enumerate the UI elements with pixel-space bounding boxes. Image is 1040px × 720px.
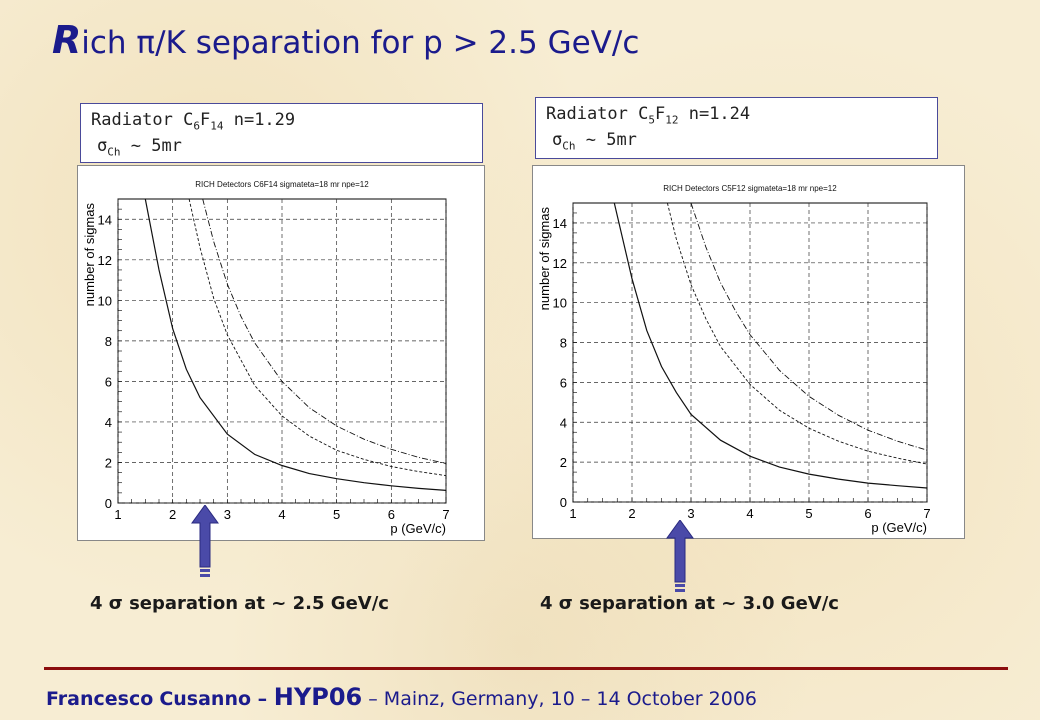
series-dashdot-line [690, 202, 928, 451]
y-tick-label: 6 [105, 374, 112, 389]
plot-c5f12: RICH Detectors C5F12 sigmateta=18 mr npe… [532, 165, 965, 539]
author-first-name: Francesco [46, 688, 154, 710]
y-tick-label: 14 [553, 216, 567, 231]
x-tick-label: 3 [687, 506, 694, 521]
x-tick-label: 1 [569, 506, 576, 521]
y-tick-label: 2 [560, 455, 567, 470]
radiator-line-1: Radiator C5F12 n=1.24 [546, 104, 751, 127]
y-tick-label: 4 [105, 415, 112, 430]
y-tick-label: 0 [560, 495, 567, 510]
slide-title: Rich π/K separation for p > 2.5 GeV/c [52, 18, 639, 62]
up-arrow-icon [191, 505, 219, 577]
x-tick-label: 1 [114, 507, 121, 522]
x-tick-label: 5 [805, 506, 812, 521]
conference-name: HYP06 [273, 683, 363, 711]
chart-c5f12: RICH Detectors C5F12 sigmateta=18 mr npe… [537, 184, 931, 535]
x-tick-label: 4 [278, 507, 285, 522]
y-tick-label: 8 [105, 334, 112, 349]
y-axis-label: number of sigmas [537, 207, 552, 311]
separation-note-1: 4 σ separation at ~ 2.5 GeV/c [90, 593, 389, 614]
x-axis-label: p (GeV/c) [871, 520, 927, 535]
x-tick-label: 5 [333, 507, 340, 522]
y-axis-label: number of sigmas [82, 203, 97, 307]
series-dashed-line [666, 202, 928, 465]
y-tick-label: 0 [105, 496, 112, 511]
x-tick-label: 3 [224, 507, 231, 522]
x-tick-label: 7 [923, 506, 930, 521]
x-tick-label: 2 [628, 506, 635, 521]
chart-title: RICH Detectors C6F14 sigmateta=18 mr npe… [195, 180, 369, 189]
footer: Francesco Cusanno – HYP06 – Mainz, Germa… [46, 683, 758, 711]
x-axis-label: p (GeV/c) [390, 521, 446, 536]
x-tick-label: 4 [746, 506, 753, 521]
up-arrow-icon [666, 520, 694, 592]
footer-divider [44, 667, 1008, 670]
radiator-box-c6f14: Radiator C6F14 n=1.29 σCh ~ 5mr [80, 103, 483, 163]
y-tick-label: 10 [553, 296, 567, 311]
y-tick-label: 6 [560, 375, 567, 390]
y-tick-label: 12 [98, 253, 112, 268]
radiator-sigma-line: σCh ~ 5mr [552, 130, 637, 153]
separation-note-2: 4 σ separation at ~ 3.0 GeV/c [540, 593, 839, 614]
series-solid-line [613, 202, 928, 489]
y-tick-label: 8 [560, 336, 567, 351]
radiator-box-c5f12: Radiator C5F12 n=1.24 σCh ~ 5mr [535, 97, 938, 159]
x-tick-label: 6 [864, 506, 871, 521]
radiator-sigma-line: σCh ~ 5mr [97, 136, 182, 159]
y-tick-label: 4 [560, 415, 567, 430]
author-last-name: Cusanno [159, 688, 252, 710]
chart-title: RICH Detectors C5F12 sigmateta=18 mr npe… [663, 184, 837, 193]
series-solid-line [144, 198, 447, 491]
x-tick-label: 2 [169, 507, 176, 522]
radiator-line-1: Radiator C6F14 n=1.29 [91, 110, 296, 133]
y-tick-label: 12 [553, 256, 567, 271]
x-tick-label: 7 [442, 507, 449, 522]
series-dashdot-line [202, 198, 447, 464]
title-text: ich π/K separation for p > 2.5 GeV/c [81, 25, 640, 61]
y-tick-label: 2 [105, 455, 112, 470]
conference-details: – Mainz, Germany, 10 – 14 October 2006 [362, 688, 758, 710]
plot-c6f14: RICH Detectors C6F14 sigmateta=18 mr npe… [77, 165, 485, 541]
series-dashed-line [188, 198, 447, 477]
chart-c6f14: RICH Detectors C6F14 sigmateta=18 mr npe… [82, 180, 450, 536]
y-tick-label: 10 [98, 293, 112, 308]
y-tick-label: 14 [98, 212, 112, 227]
title-capital: R [52, 18, 82, 62]
x-tick-label: 6 [388, 507, 395, 522]
